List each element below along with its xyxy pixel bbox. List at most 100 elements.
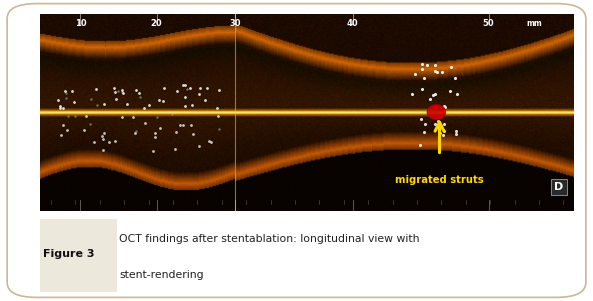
Point — [195, 86, 205, 91]
Point — [159, 85, 168, 90]
Point — [92, 87, 101, 92]
Point — [100, 131, 109, 136]
Point — [451, 132, 461, 136]
Text: 50: 50 — [483, 20, 495, 29]
Point — [213, 113, 223, 118]
Point — [172, 89, 181, 94]
Point — [420, 121, 430, 126]
Point — [62, 127, 72, 132]
Point — [415, 143, 424, 147]
Point — [194, 144, 203, 149]
Point — [113, 88, 123, 93]
Point — [175, 123, 184, 127]
Point — [117, 114, 127, 119]
Point — [167, 112, 177, 117]
FancyBboxPatch shape — [38, 219, 117, 292]
Point — [417, 62, 427, 67]
Point — [417, 87, 427, 92]
Text: 10: 10 — [75, 20, 86, 29]
Text: migrated struts: migrated struts — [395, 175, 484, 185]
Point — [431, 62, 440, 67]
Point — [135, 95, 144, 100]
Point — [110, 90, 119, 95]
Point — [407, 91, 417, 96]
Point — [89, 140, 98, 145]
Point — [450, 75, 460, 80]
Point — [71, 113, 80, 118]
Point — [134, 91, 144, 96]
Point — [63, 113, 72, 118]
Point — [419, 75, 429, 80]
Point — [79, 128, 89, 133]
Point — [187, 123, 196, 127]
Point — [55, 106, 64, 110]
Point — [140, 120, 149, 125]
Point — [132, 87, 141, 92]
Point — [154, 97, 164, 102]
Point — [410, 72, 420, 77]
Point — [58, 122, 67, 127]
Point — [189, 132, 198, 136]
Point — [430, 68, 439, 73]
Text: 40: 40 — [347, 20, 358, 29]
Point — [417, 66, 426, 71]
Point — [439, 104, 449, 108]
Point — [436, 131, 445, 135]
Point — [445, 89, 455, 94]
Text: 20: 20 — [151, 20, 162, 29]
Point — [431, 122, 440, 126]
Point — [431, 92, 440, 96]
Point — [150, 135, 160, 139]
Point — [129, 115, 138, 119]
Point — [104, 140, 114, 145]
Point — [131, 129, 141, 134]
Point — [82, 114, 91, 119]
Point — [185, 86, 195, 91]
Point — [439, 128, 448, 133]
Point — [180, 82, 190, 87]
Point — [438, 133, 448, 138]
Point — [69, 100, 79, 104]
Point — [432, 70, 441, 75]
Point — [139, 105, 149, 110]
Point — [180, 104, 189, 108]
Point — [110, 85, 119, 90]
Ellipse shape — [427, 104, 446, 120]
Point — [61, 95, 71, 100]
Point — [447, 65, 456, 70]
Point — [98, 136, 108, 141]
Text: mm: mm — [526, 20, 542, 29]
Point — [158, 99, 168, 104]
Point — [205, 139, 214, 144]
Point — [451, 129, 461, 134]
Text: stent-rendering: stent-rendering — [119, 270, 204, 280]
Point — [98, 147, 107, 152]
Text: D: D — [554, 182, 564, 192]
Point — [202, 86, 211, 91]
Point — [148, 148, 158, 153]
Point — [214, 126, 224, 131]
Point — [99, 101, 109, 106]
Point — [92, 102, 101, 107]
Point — [419, 129, 429, 134]
Point — [60, 89, 69, 94]
Point — [110, 139, 120, 144]
Point — [86, 97, 95, 101]
Point — [187, 102, 196, 107]
Point — [53, 98, 63, 103]
Point — [130, 130, 140, 135]
Point — [212, 106, 222, 110]
Point — [58, 106, 68, 110]
Text: 30: 30 — [229, 20, 241, 29]
Point — [426, 97, 435, 101]
Point — [85, 121, 95, 126]
Point — [452, 92, 461, 97]
Point — [215, 88, 224, 92]
Point — [155, 126, 164, 131]
Point — [118, 90, 127, 95]
Point — [170, 146, 180, 151]
Point — [440, 105, 449, 110]
Point — [429, 93, 438, 98]
Point — [56, 132, 66, 137]
Point — [152, 115, 162, 119]
